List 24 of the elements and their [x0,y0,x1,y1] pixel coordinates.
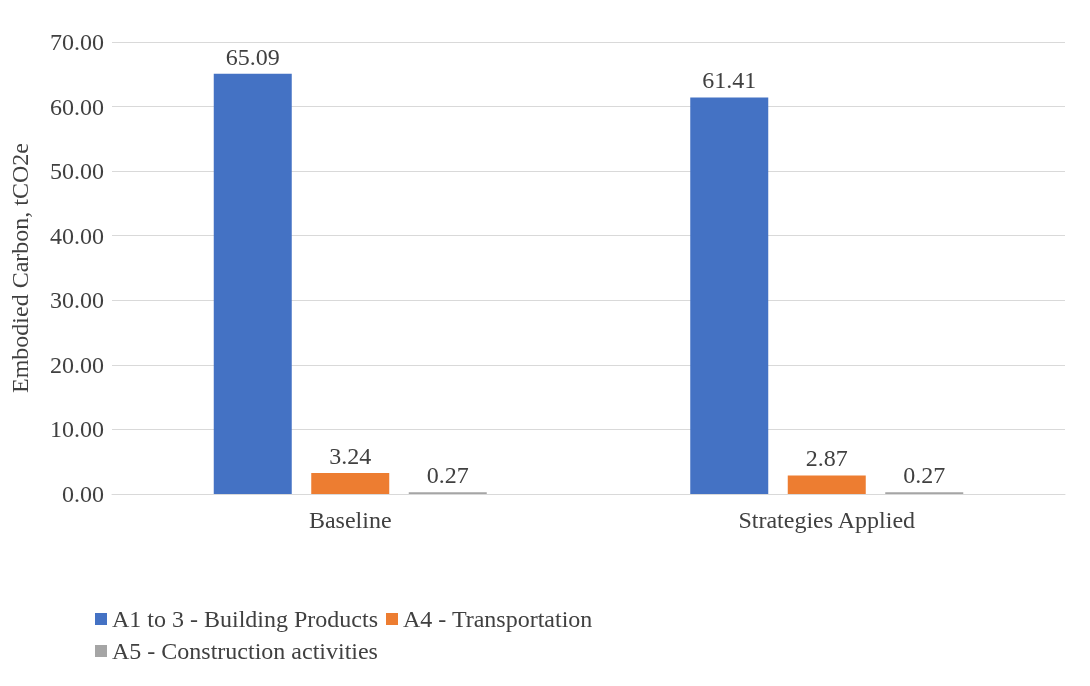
y-tick-label: 40.00 [50,222,104,249]
data-label: 61.41 [702,67,757,94]
y-axis-title: Embodied Carbon, tCO2e [7,143,33,393]
data-label: 0.27 [426,462,469,489]
x-tick-label: Strategies Applied [738,507,916,533]
data-label: 0.27 [903,462,946,489]
y-tick-label: 20.00 [50,351,104,378]
bar [311,473,390,494]
y-tick-label: 70.00 [50,29,104,55]
y-tick-label: 30.00 [50,287,104,314]
y-tick-label: 60.00 [50,93,104,120]
legend-label: A1 to 3 - Building Products [112,606,379,632]
legend-label: A4 - Transportation [403,606,593,632]
legend-label: A5 - Construction activities [112,638,378,664]
data-label: 65.09 [225,43,280,70]
bar [787,475,866,494]
data-label: 3.24 [329,443,372,470]
bar [690,97,769,494]
x-tick-label: Baseline [308,507,392,533]
bar [213,73,292,494]
y-tick-label: 50.00 [50,158,104,185]
y-tick-label: 10.00 [50,416,104,443]
data-label: 2.87 [805,445,848,472]
y-tick-label: 0.00 [62,481,104,507]
